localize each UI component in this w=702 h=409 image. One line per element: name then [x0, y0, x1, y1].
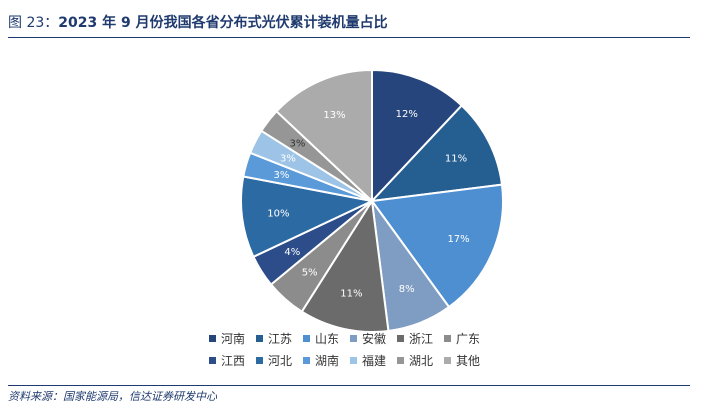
pie-slice-label: 5%: [302, 267, 318, 278]
legend-label: 福建: [362, 353, 386, 368]
legend-swatch: [209, 357, 216, 364]
pie-slice-label: 3%: [290, 139, 306, 150]
pie-slice-11: [275, 68, 373, 204]
pie-slice-label: 17%: [447, 234, 469, 245]
pie-slice-7: [240, 175, 376, 259]
legend-label: 湖北: [409, 353, 433, 368]
legend-item: 河北: [256, 354, 292, 368]
pie-slice-labels: 12% 11% 17% 8% 11% 5%4% 10% 3% 3% 3% 13%: [267, 109, 469, 300]
figure-title: 2023 年 9 月份我国各省分布式光伏累计装机量占比: [58, 15, 388, 31]
legend-swatch: [444, 335, 451, 342]
legend-label: 山东: [315, 332, 339, 346]
legend-label: 江苏: [268, 332, 292, 346]
pie-slice-label: 3%: [280, 154, 296, 165]
legend-swatch: [350, 357, 357, 364]
pie-slices: [240, 68, 504, 333]
pie-slice-label: 12%: [396, 109, 418, 120]
legend-label: 河北: [268, 354, 292, 368]
legend-item: 福建: [350, 353, 386, 368]
legend-swatch: [397, 335, 404, 342]
legend-item: 江苏: [256, 332, 292, 346]
pie-slice-1: [369, 104, 504, 203]
pie-slice-label: 11%: [340, 289, 362, 300]
pie-slice-2: [370, 183, 504, 309]
legend-item: 山东: [303, 332, 339, 346]
legend-item: 江西: [209, 354, 245, 368]
figure-title-row: 图 23：2023 年 9 月份我国各省分布式光伏累计装机量占比: [8, 12, 694, 34]
pie-slice-0: [371, 68, 464, 204]
pie-slice-4: [300, 198, 390, 333]
legend-label: 浙江: [409, 332, 433, 346]
legend-item: 湖北: [397, 353, 433, 368]
source-note: 资料来源：国家能源局，信达证券研发中心: [8, 390, 217, 403]
legend-swatch: [303, 335, 310, 342]
pie-slice-label: 13%: [323, 110, 345, 121]
legend-swatch: [397, 357, 404, 364]
figure-number: 图 23：: [8, 15, 59, 31]
legend-item: 浙江: [397, 332, 433, 346]
legend-item: 河南: [209, 331, 245, 346]
legend-label: 江西: [221, 354, 245, 368]
pie-chart: 12% 11% 17% 8% 11% 5%4% 10% 3% 3% 3% 13% 河南 江苏 山东 安徽 浙…: [209, 68, 504, 368]
pie-slice-label: 3%: [273, 170, 289, 181]
legend-label: 安徽: [362, 331, 386, 346]
title-divider: [8, 37, 690, 38]
pie-slice-label: 10%: [267, 208, 289, 219]
legend-swatch: [444, 357, 451, 364]
pie-slice-label: 11%: [445, 154, 467, 165]
legend-label: 湖南: [315, 353, 339, 368]
legend-swatch: [209, 335, 216, 342]
legend-swatch: [256, 357, 263, 364]
pie-slice-label: 8%: [399, 284, 415, 295]
legend-item: 其他: [444, 354, 480, 368]
legend-label: 河南: [221, 331, 245, 346]
legend-label: 广东: [456, 332, 480, 346]
legend-item: 湖南: [303, 353, 339, 368]
legend-label: 其他: [456, 354, 480, 368]
legend-item: 安徽: [350, 331, 386, 346]
legend-swatch: [350, 335, 357, 342]
legend-swatch: [256, 335, 263, 342]
source-divider: [8, 385, 690, 386]
pie-slice-label: 4%: [284, 247, 300, 258]
legend-swatch: [303, 357, 310, 364]
legend-item: 广东: [444, 332, 480, 346]
